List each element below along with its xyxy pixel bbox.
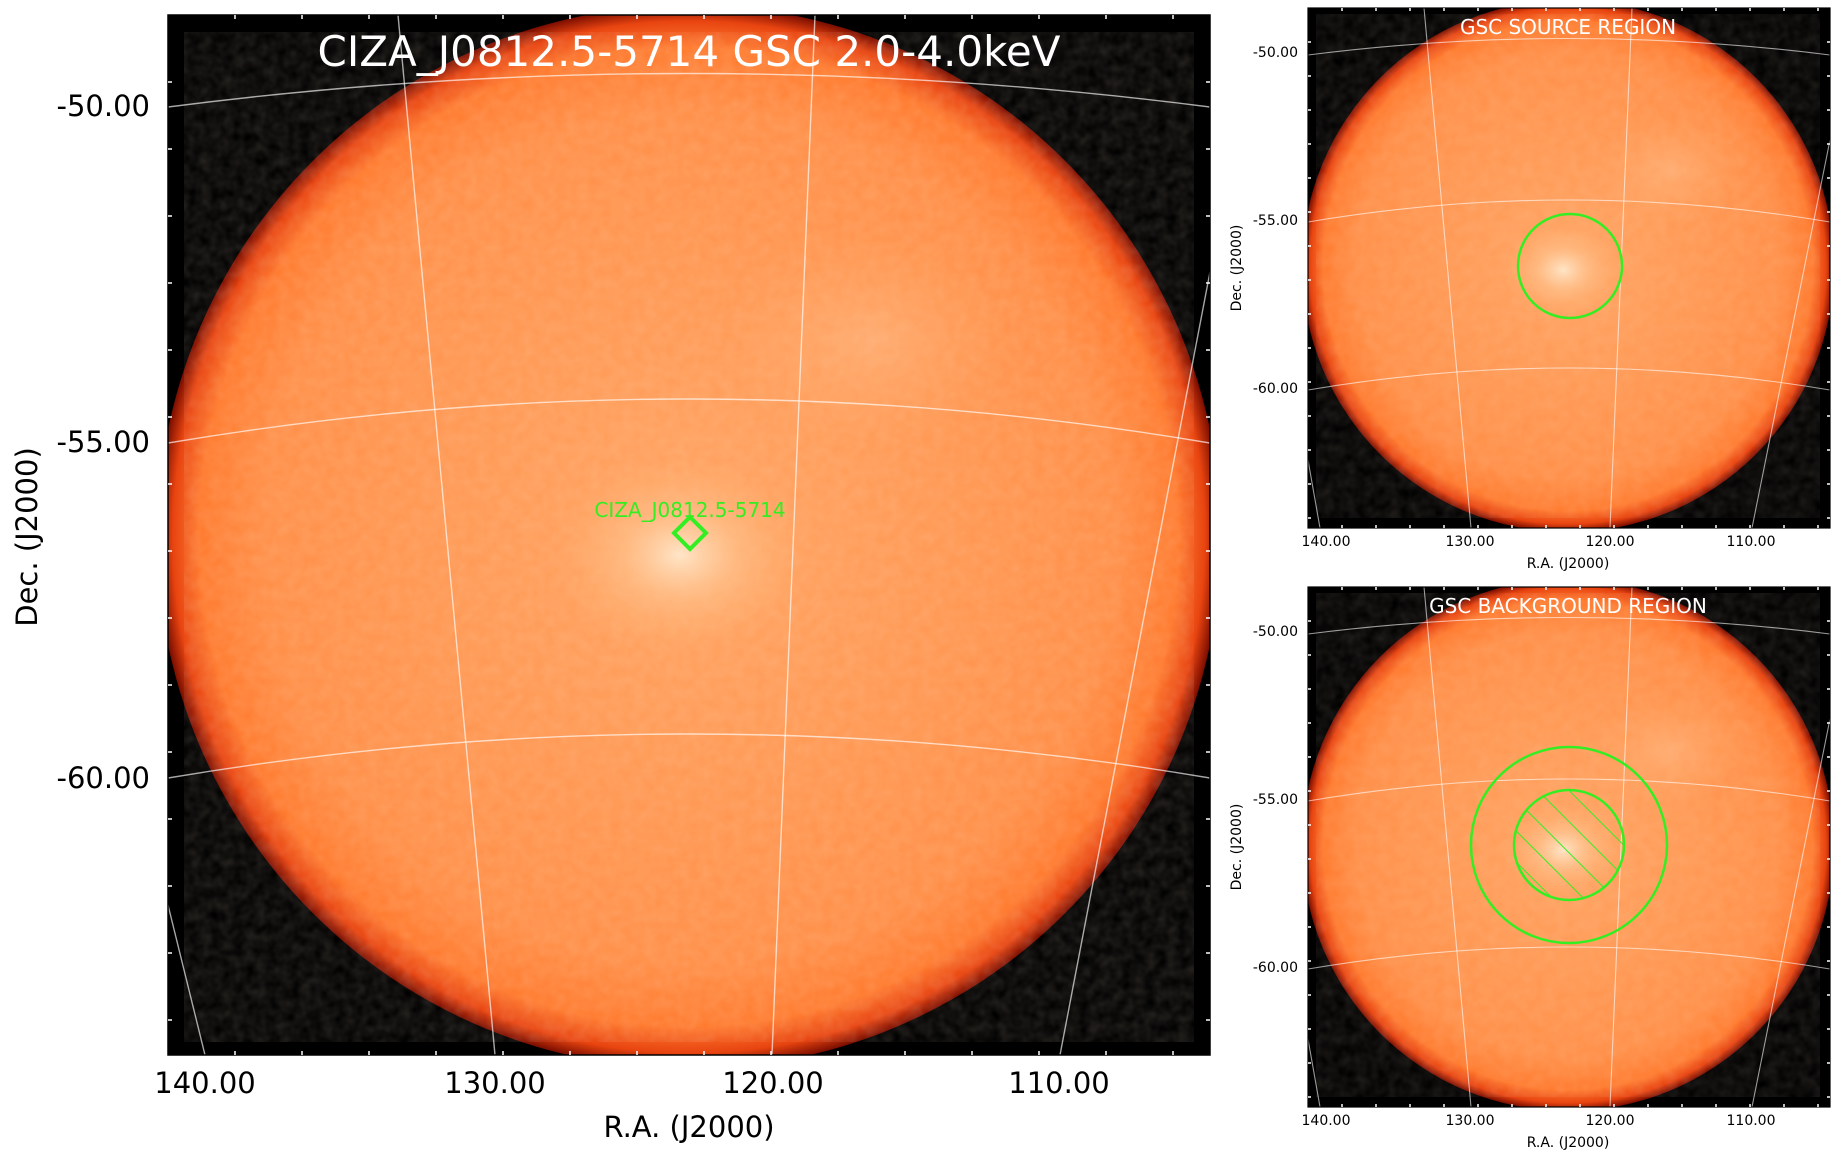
grid-ra-120 [771,15,816,1055]
main-x-axis-label: R.A. (J2000) [603,1110,774,1144]
main-panel: CIZA_J0812.5-5714 GSC 2.0-4.0keV CIZA_J0… [10,14,1211,1144]
background-panel-xtick-label: 140.00 [1302,1113,1351,1129]
grid-dec-60 [168,733,1210,779]
source-panel-ytick-label: -50.00 [1253,45,1298,61]
grid-dec-50 [168,72,1210,108]
source-panel-glow [1503,222,1623,318]
source-panel-grid [1308,8,1830,528]
main-xtick-label: 130.00 [444,1066,545,1100]
main-xtick-label: 120.00 [722,1066,823,1100]
background-region-panel: GSC BACKGROUND REGION -50.00 -55.00 -60.… [1229,586,1831,1151]
source-panel-y-axis-label: Dec. (J2000) [1229,225,1245,312]
main-ytick-label: -55.00 [57,425,151,459]
main-image [168,15,1210,1055]
background-panel-xtick-label: 130.00 [1446,1113,1495,1129]
source-panel-x-axis-label: R.A. (J2000) [1527,556,1610,572]
main-ytick-label: -50.00 [57,89,151,123]
source-panel-title: GSC SOURCE REGION [1460,15,1676,39]
main-y-axis-label: Dec. (J2000) [10,447,44,627]
background-panel-frame [1307,586,1831,1108]
background-panel-tick-marks [1308,587,1830,1107]
grid-dec-55 [168,398,1210,444]
source-panel-xtick-label: 120.00 [1586,534,1635,550]
source-panel-image [1308,8,1830,528]
background-annulus-outer-circle[interactable] [1469,745,1669,945]
grid-ra-140 [168,904,206,1055]
grid-ra-110 [1059,271,1210,1055]
source-region-panel: GSC SOURCE REGION -50.00 -55.00 -60.00 1… [1229,7,1831,572]
main-coordinate-grid [168,15,1210,1055]
source-panel-tick-marks [1308,8,1830,528]
source-panel-xtick-label: 110.00 [1727,534,1776,550]
source-panel-ytick-label: -55.00 [1253,213,1298,229]
background-panel-ytick-label: -50.00 [1253,624,1298,640]
background-panel-haze [1595,695,1745,805]
main-ytick-label: -60.00 [57,761,151,795]
source-panel-xtick-label: 130.00 [1446,534,1495,550]
background-panel-x-axis-label: R.A. (J2000) [1527,1135,1610,1151]
main-xtick-label: 110.00 [1008,1066,1109,1100]
main-frame [167,14,1211,1056]
source-panel-ytick-label: -60.00 [1253,381,1298,397]
main-source-glow [550,455,810,655]
background-panel-image [1308,587,1830,1107]
background-panel-ytick-label: -60.00 [1253,960,1298,976]
main-xtick-label: 140.00 [154,1066,255,1100]
main-title: CIZA_J0812.5-5714 GSC 2.0-4.0keV [318,27,1061,76]
source-diamond-marker[interactable] [671,514,709,552]
excluded-source-circle-hatched[interactable] [1512,788,1626,902]
background-panel-xtick-label: 120.00 [1586,1113,1635,1129]
grid-ra-130 [397,15,496,1055]
main-diffuse-haze [720,230,1020,450]
background-panel-title: GSC BACKGROUND REGION [1429,594,1707,618]
main-tick-marks [168,15,1210,1055]
background-panel-xtick-label: 110.00 [1727,1113,1776,1129]
background-panel-ytick-label: -55.00 [1253,792,1298,808]
background-panel-y-axis-label: Dec. (J2000) [1229,804,1245,891]
source-panel-frame [1307,7,1831,529]
source-panel-xtick-label: 140.00 [1302,534,1351,550]
source-panel-haze [1595,115,1745,225]
source-region-circle[interactable] [1516,212,1624,320]
